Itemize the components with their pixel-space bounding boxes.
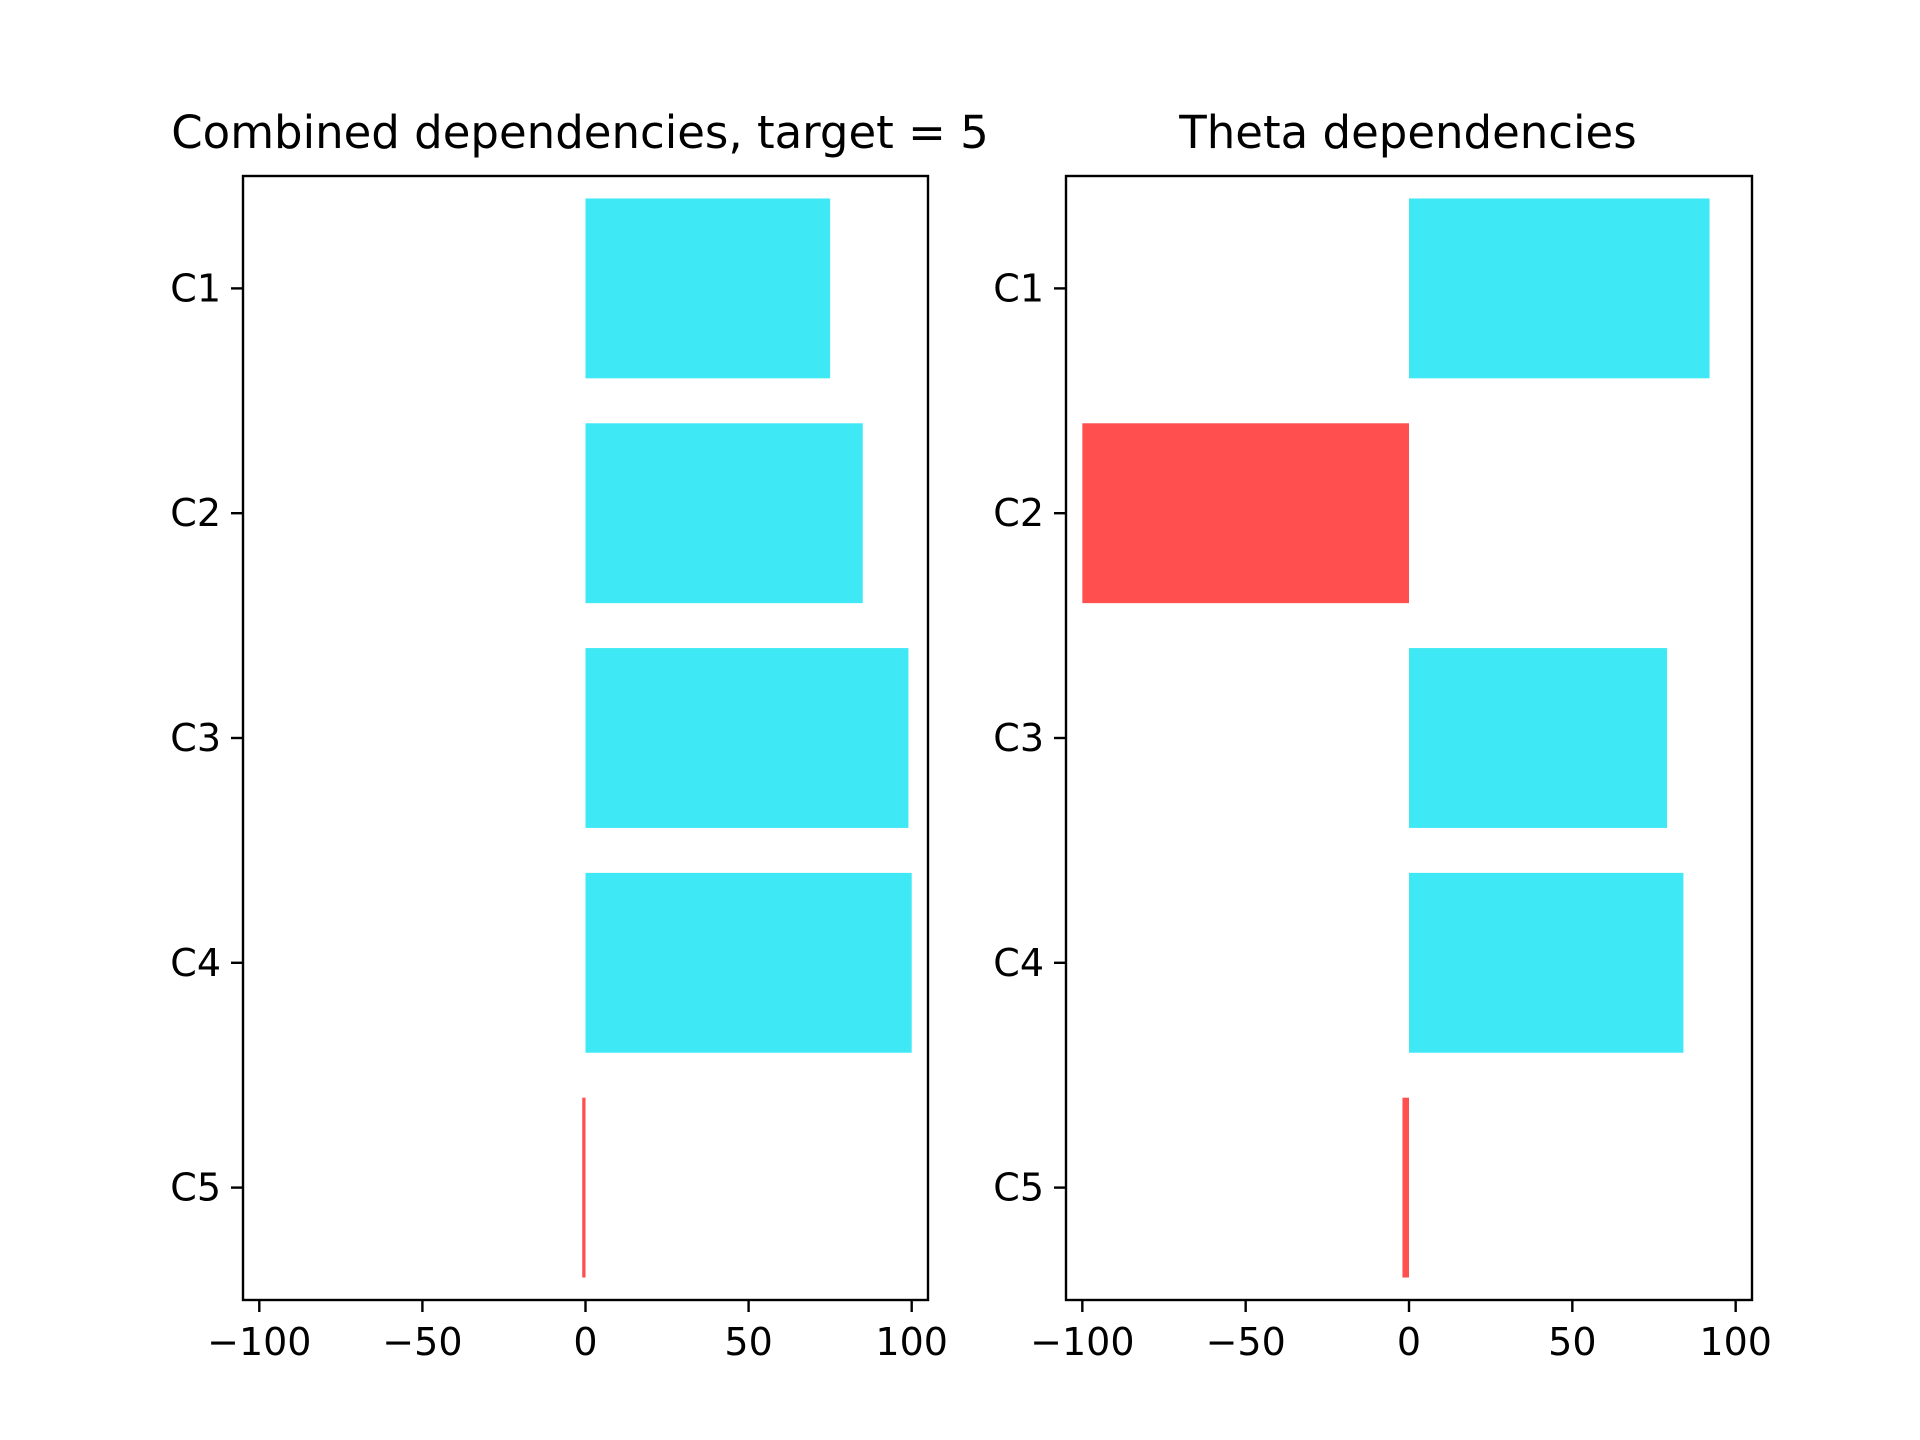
bar-c4 [1409,872,1684,1053]
y-tick-label: C2 [993,491,1044,535]
bar-c1 [585,198,831,379]
y-tick-label: C5 [993,1166,1044,1210]
bar-c5 [582,1097,586,1278]
x-tick-label: 100 [1699,1320,1772,1364]
x-tick-label: 50 [1548,1320,1596,1364]
y-tick-label: C2 [170,491,221,535]
chart-panel-1: Combined dependencies, target = 5 C1 C2 C3 C… [170,106,988,1364]
chart-title: Theta dependencies [1178,106,1636,159]
bar-c3 [585,648,909,828]
bar-c1 [1409,198,1710,379]
x-tick-label: −50 [1206,1320,1286,1364]
x-tick-label: 0 [573,1320,597,1364]
y-tick-label: C1 [993,266,1044,310]
y-tick-label: C3 [993,716,1044,760]
bar-c2 [585,423,863,604]
x-tick-label: −50 [382,1320,462,1364]
bar-c2 [1082,423,1409,604]
x-tick-label: 100 [875,1320,948,1364]
bar-c5 [1402,1097,1409,1278]
y-tick-label: C4 [993,941,1044,985]
y-tick-label: C4 [170,941,221,985]
bar-c4 [585,872,912,1053]
x-tick-label: 50 [724,1320,772,1364]
x-tick-label: 0 [1397,1320,1421,1364]
y-tick-label: C5 [170,1166,221,1210]
y-tick-label: C3 [170,716,221,760]
y-tick-label: C1 [170,266,221,310]
x-tick-label: −100 [1030,1320,1134,1364]
bar-c3 [1409,648,1668,828]
chart-panel-2: Theta dependencies C1 C2 C3 C4 C5 −100 −50 0 50 10… [993,106,1772,1364]
x-tick-label: −100 [207,1320,311,1364]
chart-title: Combined dependencies, target = 5 [171,106,988,159]
